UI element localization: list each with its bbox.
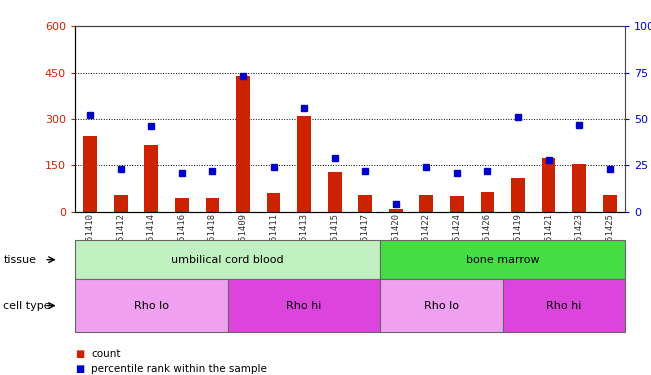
Text: count: count	[91, 350, 120, 359]
Bar	[267, 194, 281, 212]
Bar	[389, 209, 402, 212]
Text: percentile rank within the sample: percentile rank within the sample	[91, 364, 267, 374]
Bar	[236, 76, 250, 212]
Bar	[450, 196, 464, 212]
Text: Rho hi: Rho hi	[546, 301, 581, 310]
Bar	[175, 198, 189, 212]
Text: bone marrow: bone marrow	[466, 255, 540, 265]
Text: Rho hi: Rho hi	[286, 301, 322, 310]
Bar	[603, 195, 616, 212]
Bar	[206, 198, 219, 212]
Bar	[327, 172, 342, 212]
Text: ■: ■	[75, 350, 84, 359]
Text: Rho lo: Rho lo	[133, 301, 169, 310]
Bar	[83, 136, 97, 212]
Bar	[511, 178, 525, 212]
Text: Rho lo: Rho lo	[424, 301, 459, 310]
Text: tissue: tissue	[3, 255, 36, 265]
Bar	[298, 116, 311, 212]
Bar	[572, 164, 586, 212]
Bar	[480, 192, 494, 212]
Bar	[542, 158, 555, 212]
Text: ■: ■	[75, 364, 84, 374]
Bar	[145, 146, 158, 212]
Bar	[358, 195, 372, 212]
Bar	[419, 195, 433, 212]
Text: umbilical cord blood: umbilical cord blood	[171, 255, 284, 265]
Text: cell type: cell type	[3, 301, 51, 310]
Bar	[114, 195, 128, 212]
